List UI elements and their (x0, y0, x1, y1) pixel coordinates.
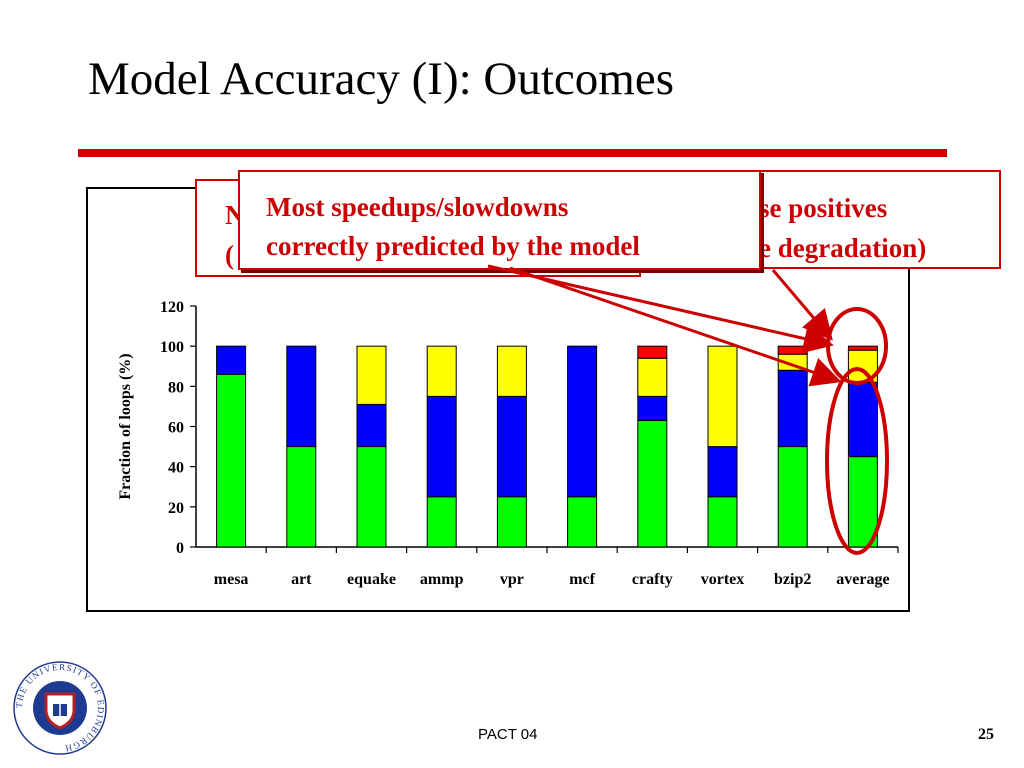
bar-art-segment-1 (286, 446, 317, 548)
stacked-bar-chart: 0 20 40 60 80 100 120 Fraction of loops (%) mesa… (117, 299, 899, 588)
y-tick-label: 60 (168, 420, 184, 437)
bar-vpr-segment-2 (496, 395, 527, 498)
bar-bzip2-segment-3 (777, 353, 808, 371)
bar-crafty-segment-3 (637, 357, 668, 397)
x-tick-label-mesa: mesa (214, 571, 249, 588)
callout-false-positives-line1: se positives (759, 193, 888, 223)
page-number: 25 (978, 726, 994, 743)
bar-bzip2-segment-2 (777, 369, 808, 448)
x-tick-label-equake: equake (347, 571, 396, 588)
bar-art-segment-2 (286, 345, 317, 448)
bar-average-segment-4 (847, 345, 878, 351)
bar-crafty-segment-1 (637, 419, 668, 548)
x-tick-label-mcf: mcf (569, 571, 595, 588)
bar-crafty-segment-2 (637, 395, 668, 421)
y-axis-label: Fraction of loops (%) (117, 353, 134, 499)
callout-correct-predictions-line1: Most speedups/slowdowns (266, 192, 569, 222)
x-tick-label-ammp: ammp (420, 571, 464, 588)
x-tick-label-art: art (291, 571, 312, 588)
y-tick-label: 80 (168, 379, 184, 396)
x-tick-label-average: average (836, 571, 889, 588)
bar-vortex-segment-2 (707, 446, 738, 498)
bar-ammp-segment-1 (426, 496, 457, 548)
bar-mesa-segment-1 (216, 373, 247, 548)
y-tick-label: 20 (168, 500, 184, 517)
y-tick-label: 100 (160, 339, 184, 356)
bar-mcf-segment-2 (567, 345, 598, 498)
x-tick-label-bzip2: bzip2 (774, 571, 811, 588)
x-tick-label-vpr: vpr (500, 571, 524, 588)
callout-correct-predictions-line2: correctly predicted by the model (266, 231, 640, 261)
x-tick-label-crafty: crafty (632, 571, 673, 588)
bar-vpr-segment-1 (496, 496, 527, 548)
bar-ammp-segment-3 (426, 345, 457, 397)
bar-average-segment-3 (847, 349, 878, 383)
callout-false-positives-line2: e degradation) (759, 233, 927, 263)
y-tick-label: 0 (176, 540, 184, 557)
bar-crafty-segment-4 (637, 345, 668, 359)
slide-title: Model Accuracy (I): Outcomes (88, 53, 674, 105)
footer-conference: PACT 04 (478, 726, 538, 743)
y-tick-label: 120 (160, 299, 184, 316)
bar-vortex-segment-3 (707, 345, 738, 448)
x-tick-label-vortex: vortex (701, 571, 745, 588)
bar-bzip2-segment-1 (777, 446, 808, 548)
bar-mesa-segment-2 (216, 345, 247, 375)
bar-vpr-segment-3 (496, 345, 527, 397)
y-tick-label: 40 (168, 460, 184, 477)
callout-correct-predictions: Most speedups/slowdowns correctly predic… (238, 170, 761, 270)
bar-vortex-segment-1 (707, 496, 738, 548)
bar-equake-segment-3 (356, 345, 387, 405)
bar-average-segment-1 (847, 456, 878, 548)
title-rule (78, 149, 947, 157)
bar-ammp-segment-2 (426, 395, 457, 498)
callout-hidden-left-line2: ( (225, 240, 234, 270)
university-crest-icon: THE UNIVERSITY OF EDINBURGH (13, 661, 107, 755)
bar-equake-segment-1 (356, 446, 387, 548)
bar-equake-segment-2 (356, 403, 387, 448)
callout-false-positives: se positives e degradation) (757, 170, 1001, 269)
bar-bzip2-segment-4 (777, 345, 808, 355)
bar-average-segment-2 (847, 381, 878, 458)
bar-mcf-segment-1 (567, 496, 598, 548)
